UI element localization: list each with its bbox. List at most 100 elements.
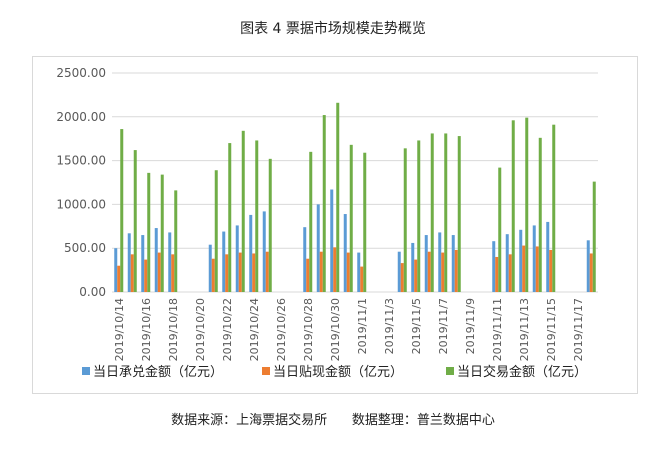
bar-3 [322, 115, 326, 292]
bar-3 [498, 167, 502, 292]
bar-3 [160, 174, 164, 292]
y-tick-label: 0.00 [79, 285, 106, 299]
bar-2 [360, 266, 364, 292]
bar-3 [403, 148, 407, 292]
x-tick-label: 2019/10/14 [113, 298, 126, 361]
bar-2 [495, 256, 499, 292]
bar-3 [525, 117, 529, 293]
bar-1 [451, 235, 455, 292]
bar-1 [532, 225, 536, 292]
legend-swatch [262, 367, 270, 375]
chart-title: 图表 4 票据市场规模走势概览 [240, 21, 426, 37]
bar-2 [549, 249, 553, 292]
bar-1 [127, 233, 131, 292]
bar-2 [211, 258, 215, 292]
legend-label: 当日交易金额（亿元） [457, 364, 587, 380]
x-tick-label: 2019/11/15 [545, 298, 558, 361]
x-tick-label: 2019/11/13 [518, 298, 531, 361]
bar-1 [343, 214, 347, 292]
bar-1 [519, 229, 523, 292]
bar-3 [255, 140, 259, 292]
x-tick-label: 2019/10/24 [248, 298, 261, 361]
bar-2 [346, 252, 350, 292]
x-tick-label: 2019/10/18 [167, 298, 180, 361]
bar-2 [306, 258, 310, 292]
bar-1 [424, 235, 428, 292]
bar-3 [363, 152, 367, 292]
bar-2 [454, 249, 458, 292]
y-tick-label: 1000.00 [56, 197, 106, 211]
data-source: 数据来源：上海票据交易所 [171, 413, 328, 428]
bar-3 [174, 190, 178, 292]
bar-2 [319, 251, 323, 292]
bar-2 [414, 259, 418, 292]
bar-3 [457, 136, 461, 292]
bar-1 [141, 235, 145, 292]
bar-2 [589, 253, 593, 292]
x-tick-label: 2019/10/28 [302, 298, 315, 361]
legend-label: 当日贴现金额（亿元） [273, 364, 403, 380]
bar-3 [430, 133, 434, 292]
y-tick-label: 2000.00 [56, 110, 106, 124]
bar-1 [357, 252, 361, 292]
bar-2 [157, 252, 161, 292]
bar-1 [303, 227, 307, 292]
y-tick-label: 2500.00 [56, 66, 106, 80]
x-tick-label: 2019/11/1 [356, 298, 369, 354]
bar-3 [538, 137, 542, 292]
bar-3 [228, 143, 232, 292]
bar-1 [235, 225, 239, 292]
bar-3 [133, 150, 137, 292]
bar-1 [114, 248, 118, 292]
y-tick-label: 500.00 [64, 241, 106, 255]
bar-1 [222, 231, 226, 292]
bar-3 [309, 151, 313, 292]
bar-3 [349, 144, 353, 292]
bar-1 [586, 240, 590, 292]
bar-2 [508, 254, 512, 292]
bar-3 [592, 181, 596, 292]
x-tick-label: 2019/10/20 [194, 298, 207, 361]
bar-1 [208, 244, 212, 292]
bar-1 [546, 221, 550, 292]
bar-3 [444, 133, 448, 292]
bar-chart: 0.00 500.00 1000.00 1500.00 2000.00 2500.00 20… [56, 66, 598, 380]
legend-swatch [446, 367, 454, 375]
x-tick-label: 2019/11/5 [410, 298, 423, 354]
bar-1 [505, 234, 509, 292]
x-tick-label: 2019/11/9 [464, 298, 477, 354]
bar-2 [535, 246, 539, 292]
x-tick-label: 2019/10/22 [221, 298, 234, 361]
bar-1 [411, 242, 415, 292]
bar-3 [268, 158, 272, 292]
bar-1 [330, 189, 334, 292]
bar-1 [438, 232, 442, 292]
bar-3 [147, 172, 151, 292]
x-tick-label: 2019/10/30 [329, 298, 342, 361]
x-tick-label: 2019/11/3 [383, 298, 396, 354]
bar-1 [168, 232, 172, 292]
bar-2 [130, 254, 134, 292]
bar-3 [417, 140, 421, 292]
bar-3 [214, 170, 218, 292]
bar-2 [400, 263, 404, 292]
legend-swatch [82, 367, 90, 375]
bar-3 [511, 120, 515, 292]
data-compiler: 数据整理：普兰数据中心 [351, 413, 495, 428]
x-tick-label: 2019/11/11 [491, 298, 504, 361]
bar-3 [241, 130, 245, 292]
bar-3 [552, 124, 556, 293]
bar-1 [154, 228, 158, 292]
bar-1 [262, 211, 266, 292]
bar-2 [441, 252, 445, 292]
x-tick-label: 2019/11/17 [572, 298, 585, 361]
bar-1 [492, 241, 496, 292]
chart-frame [32, 56, 638, 394]
bar-2 [238, 252, 242, 292]
y-tick-label: 1500.00 [56, 154, 106, 168]
bar-2 [265, 251, 269, 292]
bar-2 [225, 254, 229, 292]
bar-1 [249, 214, 253, 292]
source-note: 数据来源：上海票据交易所 数据整理：普兰数据中心 [0, 409, 666, 428]
bar-2 [252, 253, 256, 292]
